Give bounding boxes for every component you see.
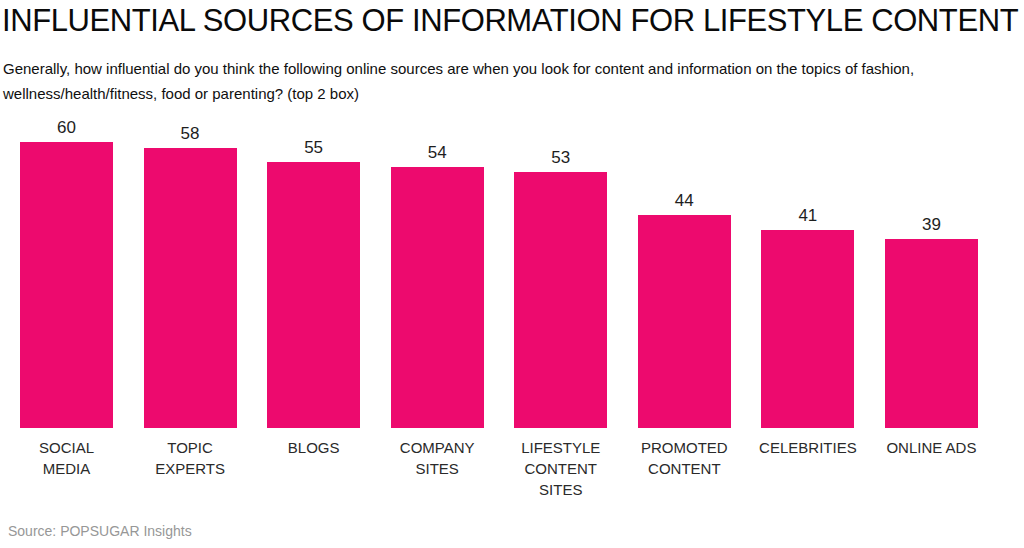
bar-value-label: 54 [428,143,447,163]
bar-category-label: COMPANY SITES [372,437,502,479]
bar-blogs [267,162,360,428]
bar-value-label: 41 [798,206,817,226]
bar-group-company-sites: 54COMPANY SITES [391,118,484,500]
bar-value-label: 60 [57,118,76,138]
bar-company-sites [391,167,484,428]
bar-chart: 60SOCIAL MEDIA58TOPIC EXPERTS55BLOGS54CO… [20,118,978,500]
bar-lifestyle-content-sites [514,172,607,428]
bar-value-label: 55 [304,138,323,158]
bar-stack: 54 [391,118,484,428]
bar-group-promoted-content: 44PROMOTED CONTENT [638,118,731,500]
bar-value-label: 58 [181,124,200,144]
bar-stack: 55 [267,118,360,428]
bar-online-ads [885,239,978,428]
bar-value-label: 39 [922,215,941,235]
bar-group-lifestyle-content-sites: 53LIFESTYLE CONTENT SITES [514,118,607,500]
bar-category-label: SOCIAL MEDIA [2,437,132,479]
bar-category-label: PROMOTED CONTENT [619,437,749,479]
source-note: Source: POPSUGAR Insights [8,523,192,539]
bar-stack: 60 [20,118,113,428]
bar-celebrities [761,230,854,428]
bar-category-label: ONLINE ADS [866,437,996,458]
bar-group-blogs: 55BLOGS [267,118,360,500]
bar-value-label: 44 [675,191,694,211]
chart-subtitle: Generally, how influential do you think … [0,39,1016,106]
bar-social-media [20,142,113,428]
bar-stack: 44 [638,118,731,428]
chart-page: INFLUENTIAL SOURCES OF INFORMATION FOR L… [0,0,1024,548]
bar-category-label: CELEBRITIES [743,437,873,458]
bar-stack: 53 [514,118,607,428]
bar-topic-experts [144,148,237,428]
bar-stack: 39 [885,118,978,428]
bar-group-social-media: 60SOCIAL MEDIA [20,118,113,500]
bar-category-label: TOPIC EXPERTS [125,437,255,479]
bar-category-label: BLOGS [249,437,379,458]
bar-stack: 41 [761,118,854,428]
bar-category-label: LIFESTYLE CONTENT SITES [496,437,626,500]
page-title: INFLUENTIAL SOURCES OF INFORMATION FOR L… [0,0,1024,39]
bar-group-online-ads: 39ONLINE ADS [885,118,978,500]
bar-group-topic-experts: 58TOPIC EXPERTS [144,118,237,500]
bar-stack: 58 [144,118,237,428]
bar-value-label: 53 [551,148,570,168]
bar-promoted-content [638,215,731,428]
bar-group-celebrities: 41CELEBRITIES [761,118,854,500]
